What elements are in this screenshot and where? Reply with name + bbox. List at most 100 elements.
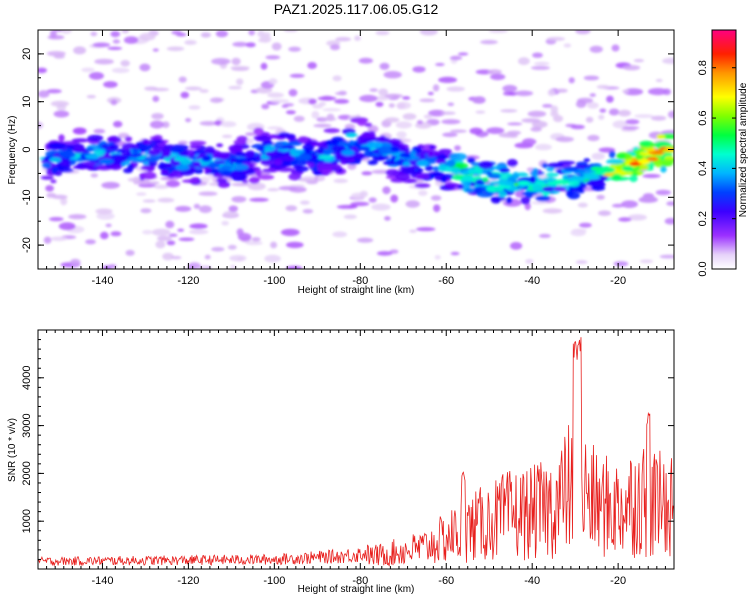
heat-cell <box>265 55 281 60</box>
colorbar-tick-label: 0.0 <box>697 261 709 276</box>
heat-cell <box>433 204 441 213</box>
heat-cell <box>608 150 616 159</box>
heat-cell <box>248 176 260 184</box>
heat-cell <box>382 186 391 195</box>
heat-cell <box>417 120 423 125</box>
heat-cell <box>72 127 87 135</box>
heat-cell <box>316 162 334 170</box>
heat-cell <box>211 58 231 65</box>
heat-cell <box>312 104 323 109</box>
heat-cell <box>184 86 202 91</box>
heat-cell <box>249 197 269 202</box>
heat-cell <box>317 96 337 101</box>
heat-cell <box>598 114 605 120</box>
heat-cell <box>567 191 581 200</box>
heat-cell <box>89 72 104 80</box>
heat-cell <box>518 57 530 65</box>
heat-cell <box>219 170 233 177</box>
heat-cell <box>395 121 413 129</box>
heat-cell <box>293 115 305 122</box>
heat-cell <box>245 132 257 136</box>
heat-cell <box>640 195 657 202</box>
heat-cell <box>123 167 133 174</box>
heat-cell <box>188 105 201 110</box>
heat-cell <box>71 138 90 143</box>
heat-cell <box>302 209 314 214</box>
heat-cell <box>253 127 264 136</box>
heat-cell <box>642 174 661 178</box>
heat-cell <box>639 259 654 264</box>
heat-cell <box>189 144 201 150</box>
x-tick-label: -120 <box>177 275 199 287</box>
heat-cell <box>532 120 548 128</box>
heat-cell <box>85 154 100 160</box>
colorbar-label: Normalized spectral amplitude <box>738 82 749 217</box>
heat-cell <box>212 152 231 160</box>
heat-cell <box>307 62 317 69</box>
heat-cell <box>664 217 674 225</box>
heat-cell <box>231 171 241 179</box>
heat-cell <box>47 35 65 40</box>
heat-cell <box>199 89 209 93</box>
heat-cell <box>591 185 606 191</box>
heat-cell <box>54 171 63 176</box>
x-tick-label: -100 <box>263 275 285 287</box>
heat-cell <box>534 61 550 66</box>
heat-cell <box>542 186 555 192</box>
y-tick-label: 1000 <box>21 509 33 533</box>
heat-cell <box>357 237 374 243</box>
heat-cell <box>606 158 624 165</box>
heat-cell <box>541 162 548 169</box>
colorbar-tick-label: 0.8 <box>697 60 709 75</box>
heat-cell <box>313 123 332 128</box>
heat-cell <box>579 222 592 228</box>
heat-cell <box>499 167 510 173</box>
snr-panel: -140 -120 -100 -80 -60 -40 -20 1000 2000 3000 400… <box>7 329 675 595</box>
heat-cell <box>375 101 384 107</box>
heat-cell <box>475 110 486 114</box>
heat-cell <box>438 76 458 83</box>
heat-cell <box>145 155 160 163</box>
heat-cell <box>568 180 580 187</box>
heat-cell <box>160 176 179 181</box>
heat-cell <box>435 62 445 67</box>
heat-cell <box>434 255 441 260</box>
heat-cell <box>649 142 657 147</box>
heat-cell <box>293 164 302 170</box>
heat-cell <box>140 165 156 171</box>
heat-cell <box>152 48 159 52</box>
heat-cell <box>289 73 305 78</box>
heat-cell <box>423 114 433 119</box>
snr-y-axis: 1000 2000 3000 4000 <box>21 329 674 570</box>
heat-cell <box>547 162 564 169</box>
heat-cell <box>96 212 115 220</box>
heat-cell <box>267 188 280 192</box>
heat-cell <box>317 176 325 180</box>
heat-cell <box>300 200 310 205</box>
heat-cell <box>469 127 483 135</box>
heat-cell <box>95 208 113 215</box>
heat-cell <box>396 101 412 110</box>
heat-cell <box>92 42 111 48</box>
heat-cell <box>189 140 207 146</box>
spectrogram-y-axis-label: Frequency (Hz) <box>7 116 18 185</box>
heat-cell <box>136 192 147 196</box>
heat-cell <box>553 187 567 192</box>
heat-cell <box>622 126 640 130</box>
heat-cell <box>121 30 130 34</box>
heat-cell <box>74 144 84 148</box>
heat-cell <box>454 145 461 151</box>
x-tick-label: -20 <box>610 575 626 587</box>
heat-cell <box>441 119 461 125</box>
heat-cell <box>64 163 72 167</box>
heat-cell <box>531 168 539 176</box>
heat-cell <box>200 265 209 269</box>
heat-cell <box>166 46 185 52</box>
heat-cell <box>50 236 68 242</box>
heat-cell <box>283 103 295 107</box>
heat-cell <box>488 30 508 33</box>
heat-cell <box>108 264 117 269</box>
heat-cell <box>427 91 434 96</box>
heat-cell <box>622 65 641 71</box>
heat-cell <box>418 190 428 197</box>
